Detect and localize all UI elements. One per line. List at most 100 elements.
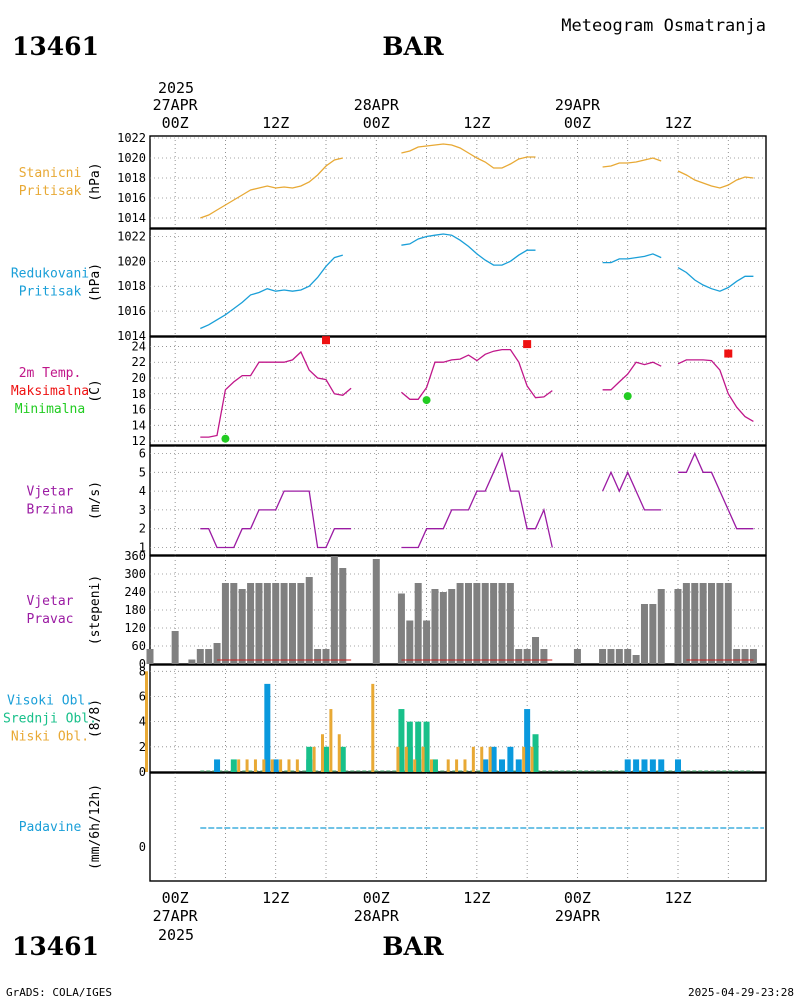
series-line [602, 157, 662, 168]
panel-frame [149, 135, 767, 229]
max-temp-marker [322, 336, 330, 345]
cloud-bar [237, 759, 241, 772]
cloud-bar [413, 759, 417, 772]
cloud-bar [279, 759, 283, 772]
panel-redukovani-pritisak [149, 228, 767, 337]
y-tick-label: 180 [124, 603, 146, 617]
y-tick-label: 1022 [117, 229, 146, 243]
cloud-bar [371, 683, 375, 772]
direction-bar [431, 589, 439, 664]
y-axis-label: (C) [88, 379, 103, 402]
direction-bar [339, 568, 347, 664]
y-tick-label: 1 [139, 540, 146, 554]
y-tick-label: 60 [132, 639, 146, 653]
date-label-bottom: 29APR [555, 907, 601, 925]
panel-label: Niski Obl. [11, 730, 89, 745]
time-tick-label-bottom: 00Z [564, 889, 591, 907]
series-line [400, 348, 553, 400]
direction-bar [263, 583, 271, 664]
cloud-bar [406, 721, 413, 772]
cloud-bar [295, 759, 299, 772]
min-temp-marker [221, 434, 230, 443]
cloud-bar [471, 746, 475, 772]
direction-bar [397, 593, 405, 664]
date-label-top: 28APR [354, 96, 400, 114]
series-line [200, 254, 343, 330]
panel-label: Vjetar [27, 594, 74, 609]
direction-bar [481, 583, 489, 664]
series-line [677, 359, 754, 422]
cloud-bar [245, 759, 249, 772]
cloud-bar [230, 759, 237, 772]
plot-layer: 10141016101810201022(hPa)StanicniPritisa… [3, 96, 767, 925]
panel-label: Visoki Obl. [7, 694, 93, 709]
panel-frame [149, 664, 767, 773]
panel-stanicni-pritisak [149, 135, 767, 229]
cloud-bar [287, 759, 291, 772]
time-tick-label-bottom: 12Z [262, 889, 289, 907]
direction-bar [649, 604, 657, 664]
footer-timestamp: 2025-04-29-23:28 [688, 986, 794, 999]
panel-label: Vjetar [27, 485, 74, 500]
panel-frame [149, 445, 767, 556]
cloud-bar [312, 746, 316, 772]
direction-bar [640, 604, 648, 664]
direction-bar [330, 556, 338, 664]
panel-padavine [149, 772, 767, 882]
y-axis-label: (m/s) [88, 481, 103, 520]
date-label-bottom: 28APR [354, 907, 400, 925]
direction-bar [188, 659, 196, 664]
cloud-bar [404, 746, 408, 772]
cloud-bar [421, 746, 425, 772]
footer-credit: GrADS: COLA/IGES [6, 986, 112, 999]
direction-bar [247, 583, 255, 664]
panel-label: Redukovani [11, 267, 89, 282]
direction-bar [280, 583, 288, 664]
cloud-bar [507, 746, 514, 772]
date-label-bottom: 27APR [153, 907, 199, 925]
cloud-bar [675, 759, 681, 772]
panel-label: Padavine [19, 820, 82, 835]
cloud-bar [515, 759, 522, 772]
y-tick-label: 6 [139, 689, 146, 703]
station-number: 13461 [12, 32, 99, 61]
station-name: BAR [382, 32, 444, 61]
direction-bar [573, 649, 581, 664]
direction-bar [624, 649, 632, 664]
direction-bar [205, 649, 213, 664]
cloud-bar [214, 759, 221, 772]
series-line [401, 143, 536, 169]
direction-bar [691, 583, 699, 664]
cloud-bar [499, 759, 505, 772]
min-temp-marker [422, 396, 431, 405]
time-tick-label-top: 12Z [463, 114, 490, 132]
y-tick-label: 3 [139, 503, 146, 517]
cloud-bar [446, 759, 450, 772]
direction-bar [314, 649, 322, 664]
cloud-bar [463, 759, 467, 772]
direction-bar [372, 559, 380, 664]
direction-bar [532, 637, 540, 664]
cloud-bar [624, 759, 631, 772]
y-tick-label: 2 [139, 522, 146, 536]
cloud-bar [306, 746, 313, 772]
time-tick-label-top: 00Z [162, 114, 189, 132]
cloud-bar [337, 734, 341, 772]
direction-bar [414, 583, 422, 664]
y-tick-label: 0 [139, 765, 146, 779]
y-tick-label: 24 [132, 339, 146, 353]
y-tick-label: 4 [139, 484, 146, 498]
cloud-bar [431, 759, 438, 772]
panel-vjetar-brzina [149, 445, 767, 556]
cloud-bar [398, 709, 405, 772]
direction-bar [456, 583, 464, 664]
y-tick-label: 120 [124, 621, 146, 635]
y-tick-label: 14 [132, 418, 146, 432]
panel-frame [149, 336, 767, 446]
cloud-bar [272, 759, 279, 772]
chart-subtitle: Meteogram Osmatranja [561, 16, 766, 36]
y-tick-label: 1022 [117, 131, 146, 145]
y-tick-label: 1018 [117, 171, 146, 185]
cloud-bar [415, 721, 422, 772]
y-tick-label: 360 [124, 549, 146, 563]
